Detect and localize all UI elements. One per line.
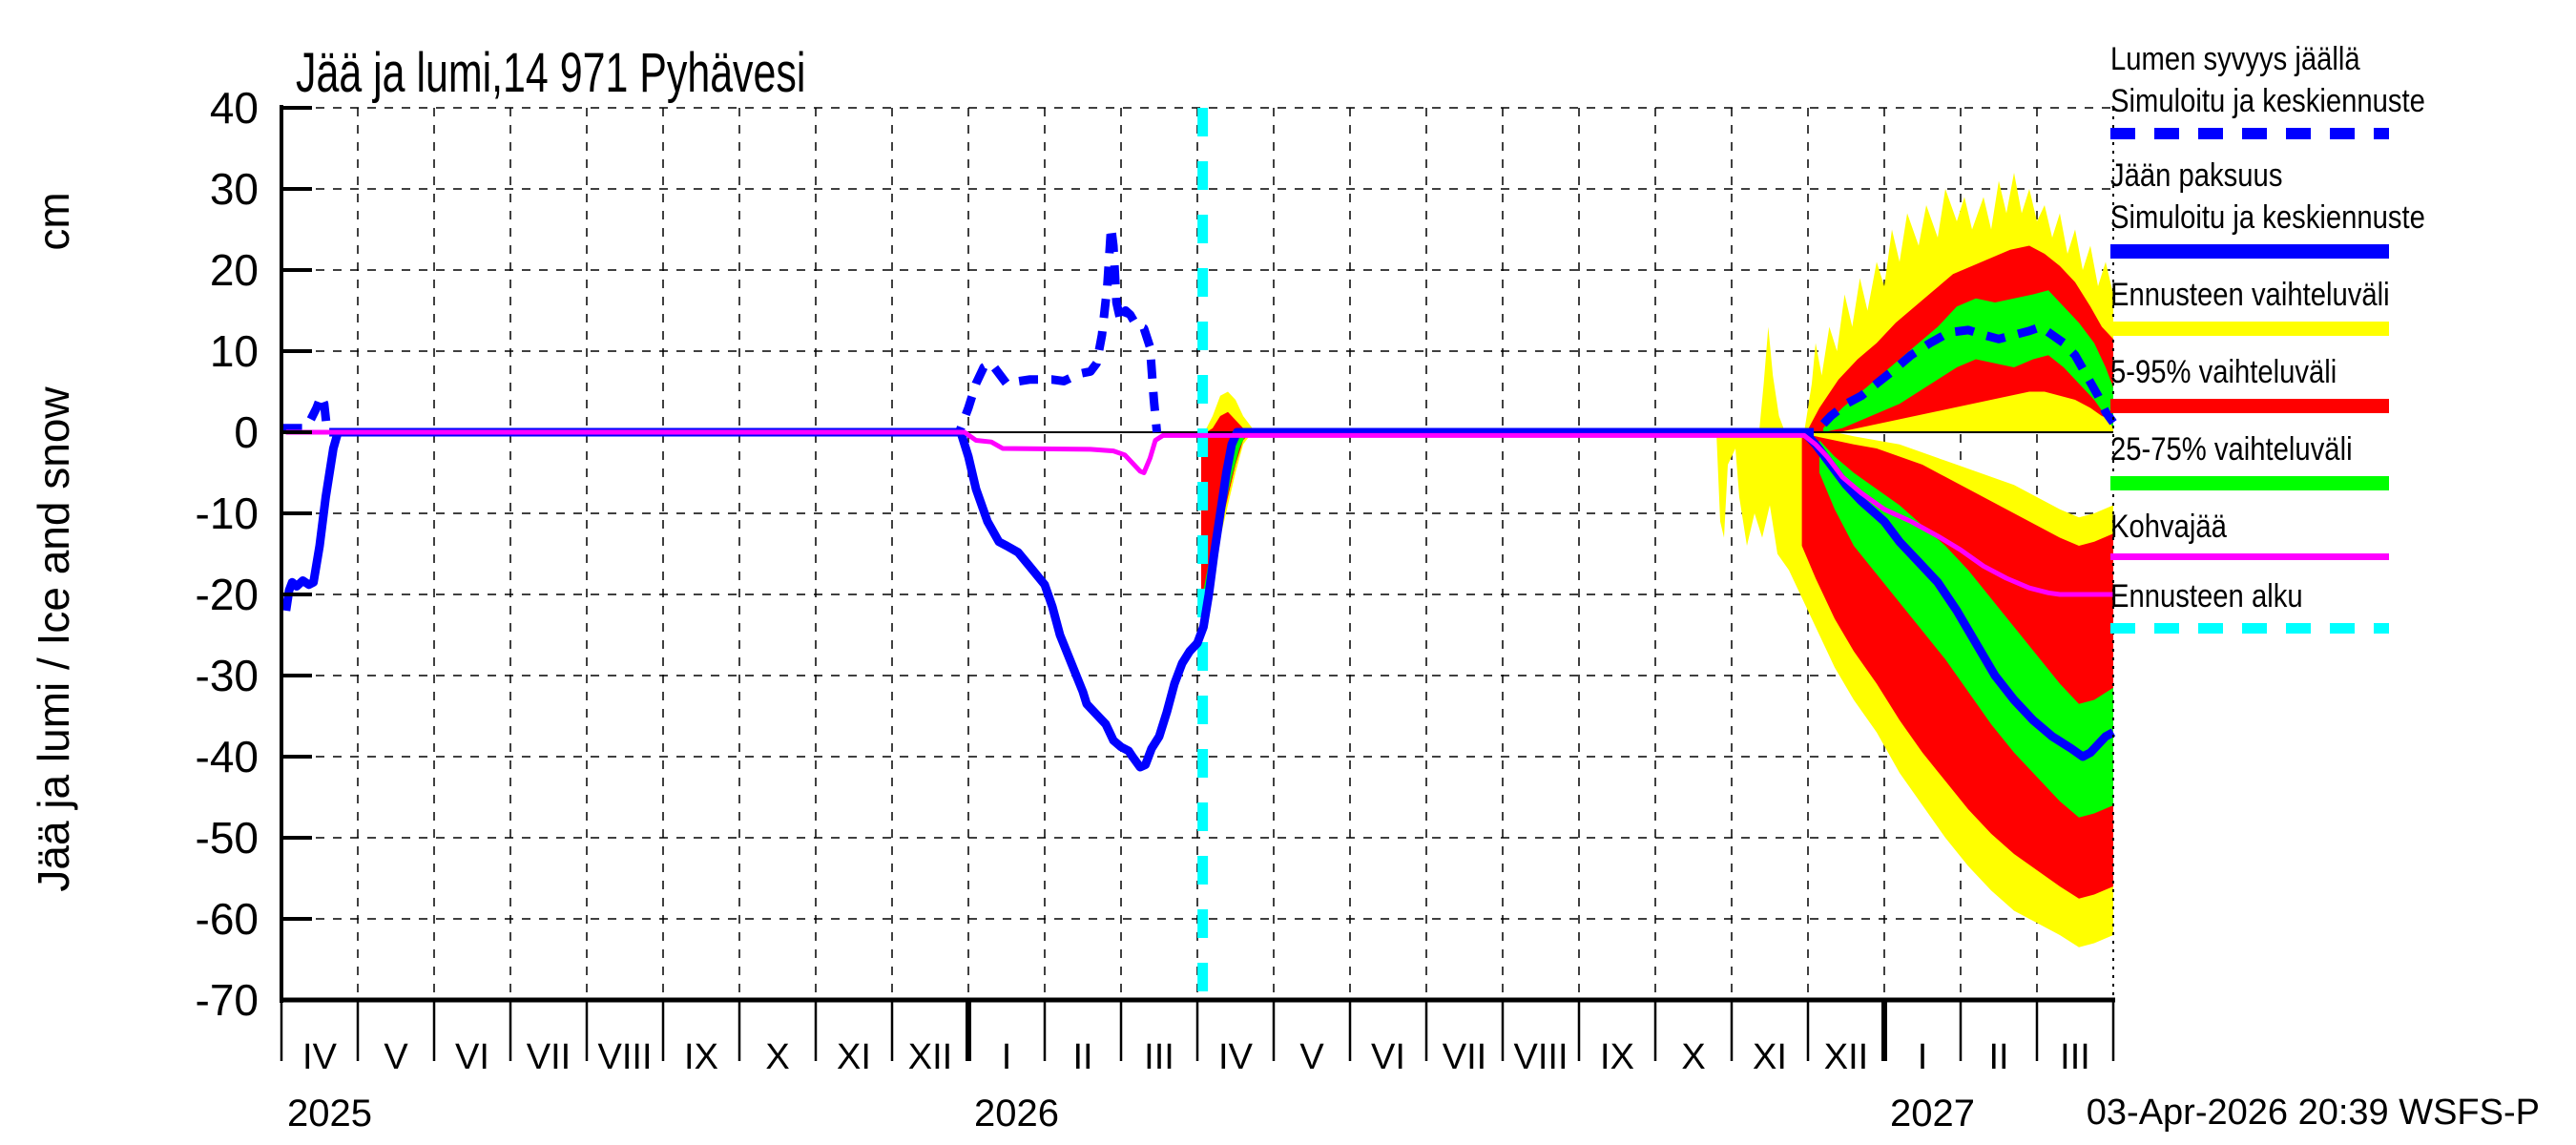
y-axis-unit-label: cm xyxy=(29,192,78,250)
y-tick-label: -30 xyxy=(196,651,259,700)
y-axis-label: Jää ja lumi / Ice and snow xyxy=(29,386,78,892)
x-year-label: 2027 xyxy=(1890,1093,1975,1135)
x-month-label: III xyxy=(2060,1037,2090,1077)
line-ice_thickness_simulated_and_median_forecast xyxy=(281,427,2116,772)
x-month-label: IV xyxy=(1218,1037,1254,1077)
y-tick-label: 0 xyxy=(234,407,259,457)
legend-entry-5-95-range: 5-95% vaihteluväli xyxy=(2110,351,2570,413)
x-month-label: I xyxy=(1002,1037,1012,1077)
forecast-band-layer xyxy=(1201,173,2113,947)
legend: Lumen syvyys jäällä Simuloitu ja keskien… xyxy=(2110,38,2570,649)
legend-swatch-kohvajaa-magenta xyxy=(2110,553,2389,560)
x-month-label: X xyxy=(765,1037,789,1077)
x-month-label: III xyxy=(1144,1037,1174,1077)
x-month-label: IX xyxy=(1600,1037,1634,1077)
band-snow_forecast_25_75 xyxy=(1823,290,2113,432)
x-month-label: VII xyxy=(1443,1037,1486,1077)
legend-label: Kohvajää xyxy=(2110,509,2227,545)
line-snow_depth_on_ice_simulated_and_median_forecast_part2 xyxy=(1243,323,2117,437)
x-month-label: XI xyxy=(837,1037,871,1077)
x-month-label: VIII xyxy=(597,1037,652,1077)
legend-swatch-snow-depth-dashed-blue xyxy=(2110,128,2389,139)
line-snow_depth_on_ice_simulated_and_median_forecast_part1 xyxy=(282,222,1162,437)
legend-entry-snow-depth: Lumen syvyys jäällä Simuloitu ja keskien… xyxy=(2110,38,2570,139)
legend-label: 5-95% vaihteluväli xyxy=(2110,354,2337,390)
line-kohvajaa_slush_ice xyxy=(285,429,2113,597)
y-tick-label: -70 xyxy=(196,975,259,1025)
timestamp-label: 03-Apr-2026 20:39 WSFS-P xyxy=(2087,1093,2540,1133)
legend-entry-ice-thickness: Jään paksuus Simuloitu ja keskiennuste xyxy=(2110,155,2570,259)
legend-label: Simuloitu ja keskiennuste xyxy=(2110,83,2425,119)
y-tick-label: -50 xyxy=(196,813,259,863)
legend-label: Simuloitu ja keskiennuste xyxy=(2110,199,2425,236)
legend-swatch-5-95-red xyxy=(2110,399,2389,413)
x-month-label: VII xyxy=(527,1037,571,1077)
y-tick-label: 30 xyxy=(210,164,259,214)
band-melt_forecast_5_95 xyxy=(1201,411,1251,623)
legend-label: Lumen syvyys jäällä xyxy=(2110,41,2360,77)
legend-entry-kohvajaa: Kohvajää xyxy=(2110,506,2570,560)
y-tick-label: -60 xyxy=(196,894,259,944)
grid-layer xyxy=(281,107,2113,1000)
legend-swatch-ice-thickness-blue xyxy=(2110,244,2389,259)
x-month-label: XI xyxy=(1753,1037,1787,1077)
y-tick-label: 40 xyxy=(210,83,259,133)
y-tick-label: -10 xyxy=(196,489,259,538)
x-month-label: V xyxy=(1299,1037,1324,1077)
x-month-label: VI xyxy=(455,1037,489,1077)
legend-label: Jään paksuus xyxy=(2110,157,2283,194)
x-month-label: IV xyxy=(302,1037,338,1077)
chart-title: Jää ja lumi,14 971 Pyhävesi xyxy=(296,42,805,104)
legend-swatch-forecast-range-yellow xyxy=(2110,322,2389,336)
y-tick-label: -40 xyxy=(196,732,259,781)
x-month-label: II xyxy=(1988,1037,2008,1077)
legend-label: Ennusteen vaihteluväli xyxy=(2110,277,2390,313)
x-month-label: IX xyxy=(684,1037,718,1077)
y-tick-label: 10 xyxy=(210,326,259,376)
x-month-label: II xyxy=(1072,1037,1092,1077)
x-month-label: V xyxy=(384,1037,408,1077)
legend-label: 25-75% vaihteluväli xyxy=(2110,431,2353,468)
legend-swatch-25-75-green xyxy=(2110,476,2389,490)
legend-entry-25-75-range: 25-75% vaihteluväli xyxy=(2110,428,2570,490)
data-line-layer xyxy=(281,108,2117,1000)
x-month-label: VIII xyxy=(1513,1037,1568,1077)
y-tick-label: -20 xyxy=(196,570,259,619)
x-year-label: 2026 xyxy=(974,1093,1059,1135)
x-month-label: XII xyxy=(1824,1037,1868,1077)
legend-entry-forecast-range: Ennusteen vaihteluväli xyxy=(2110,274,2570,336)
y-tick-label: 20 xyxy=(210,245,259,295)
x-month-label: I xyxy=(1918,1037,1928,1077)
legend-entry-forecast-start: Ennusteen alku xyxy=(2110,575,2570,634)
x-month-label: X xyxy=(1681,1037,1705,1077)
legend-label: Ennusteen alku xyxy=(2110,578,2303,614)
legend-swatch-forecast-start-cyan xyxy=(2110,623,2389,634)
x-month-label: VI xyxy=(1371,1037,1405,1077)
x-month-label: XII xyxy=(908,1037,952,1077)
x-year-label: 2025 xyxy=(287,1093,372,1135)
